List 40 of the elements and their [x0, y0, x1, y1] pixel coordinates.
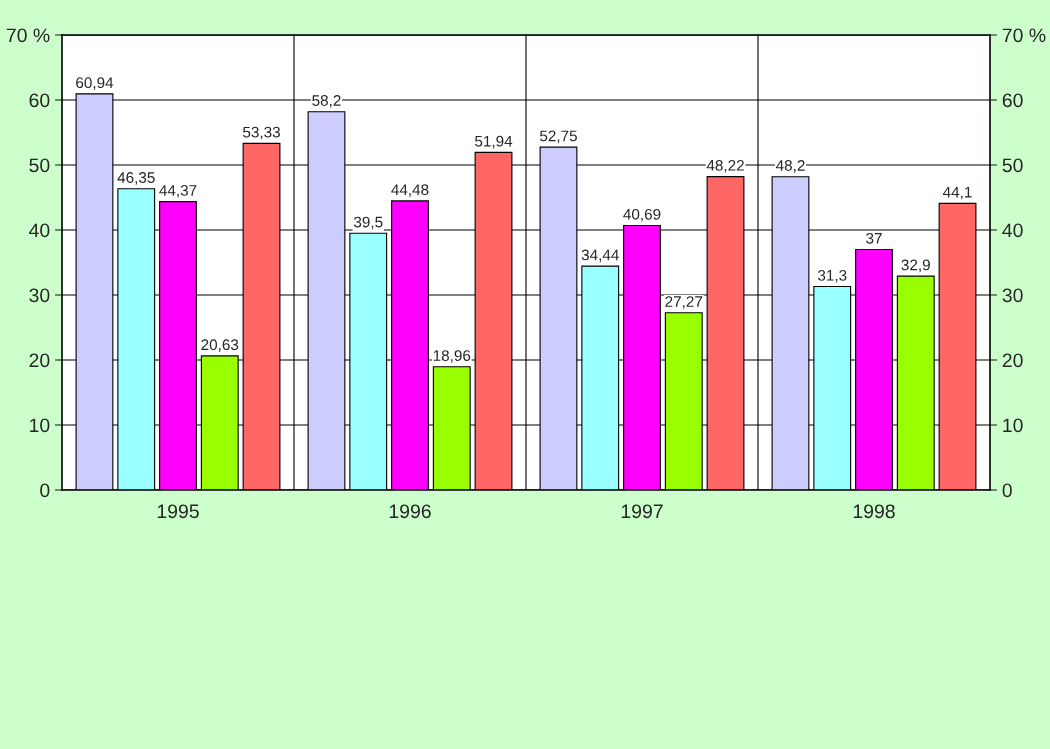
- data-label: 60,94: [76, 77, 114, 90]
- data-label: 44,48: [391, 184, 429, 197]
- data-label: 52,75: [539, 130, 577, 144]
- y2-tick-label: 20: [1002, 353, 1023, 368]
- y-tick-label: 20: [29, 353, 50, 368]
- y-tick-label: 50: [29, 158, 50, 173]
- y2-tick-label: 40: [1002, 223, 1023, 238]
- data-label: 32,9: [901, 259, 930, 273]
- y-tick-label: 10: [30, 418, 50, 433]
- x-tick-label: 1997: [621, 504, 663, 519]
- y2-tick-label: 60: [1002, 93, 1023, 108]
- data-label: 53,33: [243, 126, 280, 140]
- y-tick-label: 70 %: [6, 28, 50, 43]
- data-label: 58,2: [312, 95, 341, 108]
- y-tick-label: 0: [40, 483, 50, 498]
- data-label: 46,35: [117, 172, 155, 185]
- data-label: 48,2: [775, 160, 805, 173]
- y-tick-label: 60: [29, 93, 50, 108]
- data-label: 48,22: [706, 159, 744, 173]
- y2-tick-label: 70 %: [1002, 28, 1046, 43]
- y2-tick-label: 10: [1003, 418, 1023, 433]
- x-tick-label: 1998: [853, 504, 895, 519]
- data-label: 34,44: [581, 249, 619, 263]
- data-label: 20,63: [201, 339, 239, 352]
- y2-tick-label: 50: [1002, 158, 1023, 173]
- y-tick-label: 30: [29, 288, 50, 303]
- data-label: 37: [866, 232, 882, 244]
- data-label: 18,96: [433, 350, 471, 363]
- data-label: 44,37: [159, 184, 197, 198]
- data-label: 39,5: [353, 216, 383, 230]
- y2-tick-label: 0: [1002, 483, 1012, 498]
- x-tick-label: 1995: [157, 504, 199, 519]
- data-label: 27,27: [665, 296, 703, 309]
- data-label: 51,94: [475, 135, 513, 149]
- data-label: 31,3: [817, 269, 847, 283]
- x-tick-label: 1996: [389, 504, 431, 519]
- data-label: 40,69: [623, 208, 661, 222]
- y2-tick-label: 30: [1002, 288, 1023, 303]
- data-label: 44,1: [943, 186, 972, 200]
- y-tick-label: 40: [29, 223, 50, 238]
